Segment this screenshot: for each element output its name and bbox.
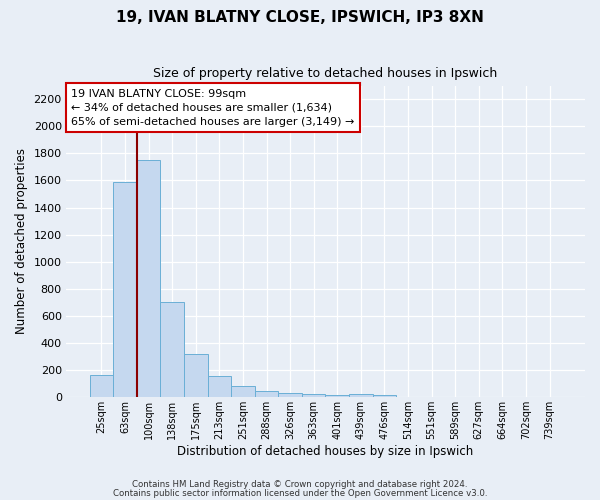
Bar [208, 376, 231, 397]
Bar [231, 386, 255, 397]
Bar [160, 302, 184, 397]
Bar [325, 395, 349, 397]
Bar [255, 390, 278, 397]
Text: Contains public sector information licensed under the Open Government Licence v3: Contains public sector information licen… [113, 489, 487, 498]
Bar [184, 354, 208, 397]
Bar [113, 182, 137, 397]
Bar [137, 160, 160, 397]
Text: Contains HM Land Registry data © Crown copyright and database right 2024.: Contains HM Land Registry data © Crown c… [132, 480, 468, 489]
Text: 19 IVAN BLATNY CLOSE: 99sqm
← 34% of detached houses are smaller (1,634)
65% of : 19 IVAN BLATNY CLOSE: 99sqm ← 34% of det… [71, 89, 355, 127]
X-axis label: Distribution of detached houses by size in Ipswich: Distribution of detached houses by size … [178, 444, 473, 458]
Bar [278, 394, 302, 397]
Title: Size of property relative to detached houses in Ipswich: Size of property relative to detached ho… [154, 68, 497, 80]
Y-axis label: Number of detached properties: Number of detached properties [15, 148, 28, 334]
Text: 19, IVAN BLATNY CLOSE, IPSWICH, IP3 8XN: 19, IVAN BLATNY CLOSE, IPSWICH, IP3 8XN [116, 10, 484, 25]
Bar [302, 394, 325, 397]
Bar [373, 395, 396, 397]
Bar [89, 375, 113, 397]
Bar [349, 394, 373, 397]
